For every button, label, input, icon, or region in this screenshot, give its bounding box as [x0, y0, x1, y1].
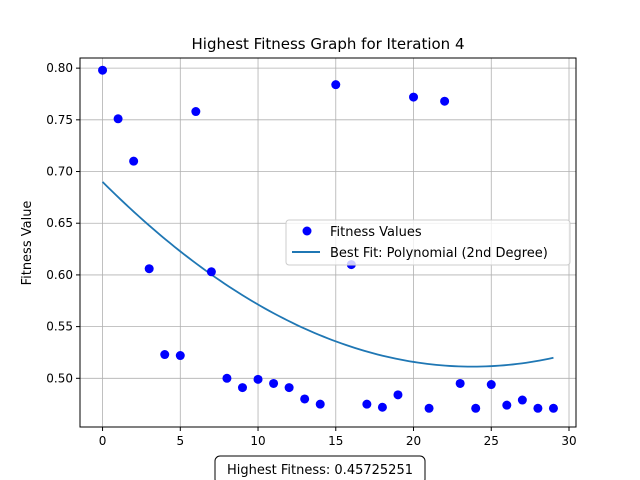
y-tick-label: 0.55	[46, 320, 73, 334]
legend-label-fitness-values: Fitness Values	[330, 225, 422, 240]
data-point	[315, 399, 325, 409]
data-point	[455, 378, 465, 388]
best-fit-line	[101, 181, 554, 368]
data-point	[331, 80, 341, 90]
x-axis-ticks: 0 5 10 15 20 25 30	[99, 427, 577, 448]
data-point	[98, 65, 108, 75]
y-tick-label: 0.65	[46, 216, 73, 230]
data-point	[237, 383, 247, 393]
data-point	[409, 92, 419, 102]
data-point	[548, 403, 558, 413]
data-point	[377, 402, 387, 412]
legend: Fitness Values Best Fit: Polynomial (2nd…	[285, 219, 571, 266]
data-point	[284, 383, 294, 393]
x-tick-label: 0	[99, 434, 107, 448]
data-point	[206, 267, 216, 277]
y-axis-ticks: 0.50 0.55 0.60 0.65 0.70 0.75 0.80	[46, 61, 80, 385]
data-point	[300, 394, 310, 404]
data-point	[175, 351, 185, 361]
x-tick-label: 20	[406, 434, 421, 448]
data-point	[440, 96, 450, 106]
x-tick-label: 15	[328, 434, 343, 448]
y-tick-label: 0.70	[46, 165, 73, 179]
y-axis-label: Fitness Value	[20, 201, 35, 286]
highest-fitness-text: Highest Fitness: 0.45725251	[227, 463, 413, 478]
legend-marker-fitness-values	[302, 226, 312, 236]
data-point	[113, 114, 123, 124]
chart-title: Highest Fitness Graph for Iteration 4	[192, 35, 465, 53]
data-point	[362, 399, 372, 409]
x-tick-label: 5	[176, 434, 184, 448]
data-point	[471, 403, 481, 413]
data-point	[222, 373, 232, 383]
legend-label-best-fit: Best Fit: Polynomial (2nd Degree)	[330, 246, 548, 261]
data-point	[191, 107, 201, 117]
data-point	[129, 156, 139, 166]
data-point	[144, 264, 154, 274]
data-point	[502, 400, 512, 410]
data-point	[533, 403, 543, 413]
data-point	[517, 395, 527, 405]
x-tick-label: 10	[250, 434, 265, 448]
best-fit-line-group	[101, 181, 554, 368]
data-point	[269, 378, 279, 388]
data-point	[486, 380, 496, 390]
y-tick-label: 0.80	[46, 61, 73, 75]
data-point	[424, 403, 434, 413]
footer-box: Highest Fitness: 0.45725251	[214, 455, 426, 480]
y-tick-label: 0.60	[46, 268, 73, 282]
legend-box	[285, 219, 571, 266]
footer-box-border	[214, 455, 426, 480]
x-tick-label: 25	[484, 434, 499, 448]
x-tick-label: 30	[561, 434, 576, 448]
data-point	[393, 390, 403, 400]
data-point	[253, 374, 263, 384]
plot-frame	[79, 57, 577, 428]
data-point	[160, 350, 170, 360]
y-tick-label: 0.50	[46, 371, 73, 385]
y-tick-label: 0.75	[46, 113, 73, 127]
